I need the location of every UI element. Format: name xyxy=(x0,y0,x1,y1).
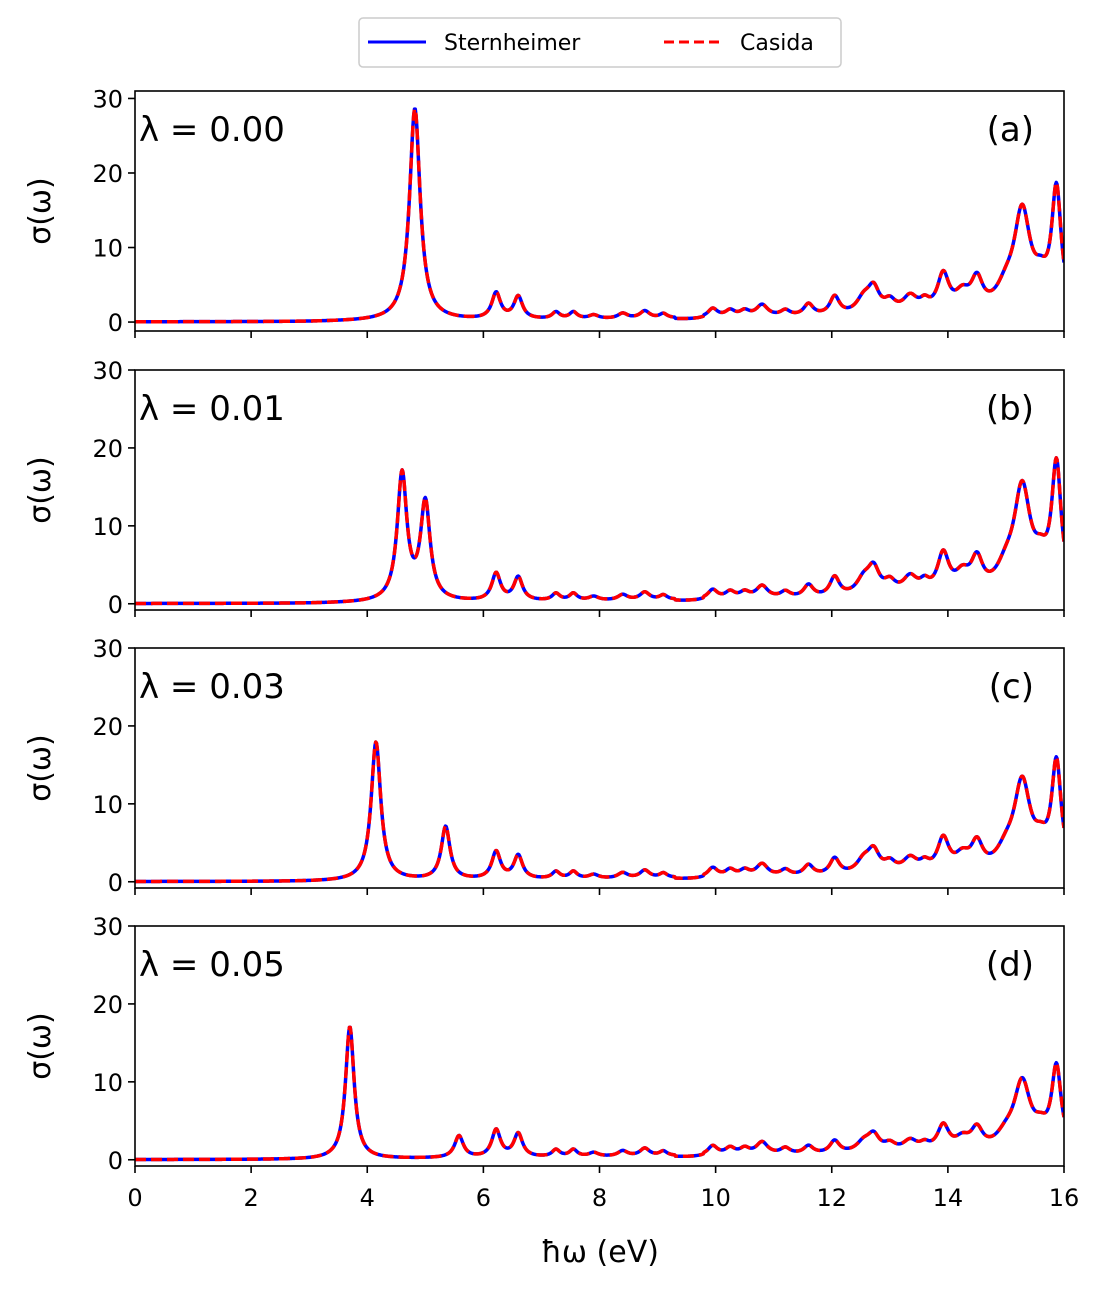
panel-d: 0 10 20 30 0 2 4 6 8 10 12 14 16 σ(ω) λ = 0.05 (d) xyxy=(23,913,1079,1212)
y-tick-label: 20 xyxy=(92,991,123,1019)
y-tick-label: 30 xyxy=(92,357,123,385)
y-tick-label: 0 xyxy=(108,591,123,619)
lambda-annotation: λ = 0.00 xyxy=(139,110,285,150)
series-casida-line xyxy=(135,740,1064,884)
lambda-annotation: λ = 0.01 xyxy=(139,389,285,429)
y-tick-label: 10 xyxy=(92,513,123,541)
x-tick-label: 4 xyxy=(360,1184,375,1212)
series-casida-line xyxy=(135,456,1064,606)
y-tick-label: 20 xyxy=(92,435,123,463)
x-tick-label: 6 xyxy=(476,1184,491,1212)
panel-label: (c) xyxy=(989,667,1034,707)
y-tick-label: 0 xyxy=(108,1147,123,1175)
y-axis-label: σ(ω) xyxy=(23,456,58,524)
y-axis-label: σ(ω) xyxy=(23,177,58,245)
x-tick-label: 16 xyxy=(1049,1184,1080,1212)
x-axis-label: ħω (eV) xyxy=(541,1235,659,1270)
y-axis-label: σ(ω) xyxy=(23,1012,58,1080)
panel-b: 0 10 20 30 σ(ω) λ = 0.01 (b) xyxy=(23,357,1065,619)
y-tick-label: 10 xyxy=(92,1069,123,1097)
lambda-annotation: λ = 0.05 xyxy=(139,945,285,985)
legend-label-casida: Casida xyxy=(740,31,814,56)
y-tick-label: 30 xyxy=(92,913,123,941)
series-casida-line xyxy=(135,1025,1064,1162)
y-tick-label: 10 xyxy=(92,235,123,263)
panel-label: (b) xyxy=(986,389,1034,429)
x-tick-label: 0 xyxy=(127,1184,142,1212)
x-tick-label: 8 xyxy=(592,1184,607,1212)
panel-c: 0 10 20 30 σ(ω) λ = 0.03 (c) xyxy=(23,635,1065,897)
legend-label-sternheimer: Sternheimer xyxy=(444,31,581,56)
series-casida-line xyxy=(135,107,1064,324)
x-tick-label: 2 xyxy=(243,1184,258,1212)
y-tick-label: 30 xyxy=(92,85,123,113)
series-sternheimer-line xyxy=(135,456,1064,606)
x-tick-label: 12 xyxy=(816,1184,847,1212)
y-axis-label: σ(ω) xyxy=(23,734,58,802)
series-sternheimer-line xyxy=(135,740,1064,884)
series-group xyxy=(135,740,1064,884)
y-tick-label: 10 xyxy=(92,791,123,819)
y-tick-label: 20 xyxy=(92,160,123,188)
y-tick-label: 0 xyxy=(108,309,123,337)
series-group xyxy=(135,107,1064,324)
panel-a: 0 10 20 30 σ(ω) λ = 0.00 (a) xyxy=(23,85,1065,338)
panel-label: (d) xyxy=(986,945,1034,985)
legend-frame xyxy=(358,17,842,68)
x-tick-label: 10 xyxy=(700,1184,731,1212)
lambda-annotation: λ = 0.03 xyxy=(139,667,285,707)
series-group xyxy=(135,456,1064,606)
legend: Sternheimer Casida xyxy=(358,17,842,68)
y-tick-label: 20 xyxy=(92,713,123,741)
series-group xyxy=(135,1025,1064,1162)
y-tick-label: 30 xyxy=(92,635,123,663)
x-tick-label: 14 xyxy=(933,1184,964,1212)
y-tick-label: 0 xyxy=(108,869,123,897)
panel-label: (a) xyxy=(987,110,1034,150)
